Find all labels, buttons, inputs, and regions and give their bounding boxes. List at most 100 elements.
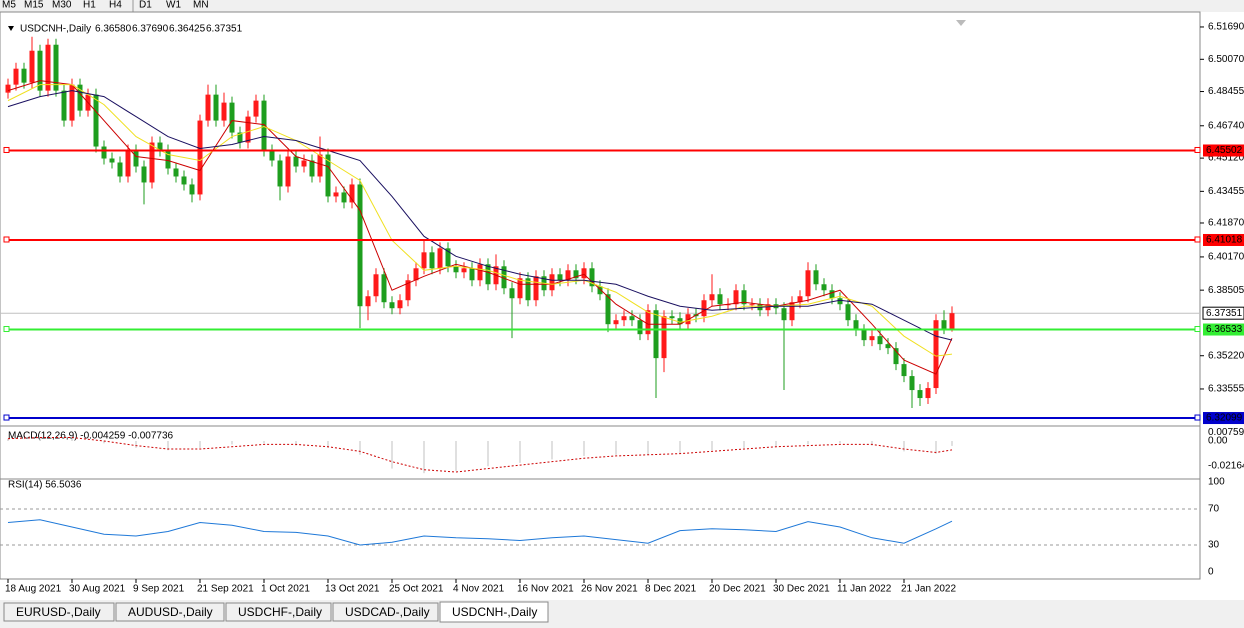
macd-bar [647, 440, 649, 455]
tab-label[interactable]: EURUSD-,Daily [16, 605, 101, 619]
macd-bar [263, 440, 265, 444]
candle-body [661, 316, 667, 359]
y-tick-label: 0.00 [1208, 436, 1228, 447]
x-tick-label: 20 Dec 2021 [709, 584, 766, 595]
macd-bar [743, 440, 745, 448]
candle-body [613, 320, 619, 325]
y-tick-label: 6.46740 [1208, 120, 1244, 131]
tab[interactable] [3, 602, 115, 622]
chart-frame [0, 11, 1201, 580]
level-price-box [1203, 412, 1244, 425]
macd-bar [951, 440, 953, 446]
candle-body [405, 280, 411, 301]
candle-body [517, 278, 523, 299]
candle-body [421, 252, 427, 269]
macd-bar [871, 440, 873, 446]
candle-body [813, 270, 819, 285]
moving-average [7, 90, 953, 341]
timeframe-button[interactable]: D1 [139, 0, 152, 11]
macd-bar [135, 440, 137, 448]
candle-body [141, 166, 147, 183]
candle-body [533, 276, 539, 301]
candle-body [581, 268, 587, 279]
candle-body [597, 286, 603, 295]
candle-body [349, 184, 355, 203]
candle-body [741, 290, 747, 305]
timeframe-button[interactable]: M15 [24, 0, 44, 11]
timeframe-button[interactable]: W1 [166, 0, 181, 11]
candle-body [589, 268, 595, 287]
candle-body [261, 100, 267, 151]
level-price-box [1203, 323, 1244, 336]
x-tick-label: 26 Nov 2021 [581, 584, 638, 595]
candle-body [501, 266, 507, 289]
level-handle [3, 326, 10, 333]
x-tick-label: 11 Jan 2022 [837, 584, 892, 595]
candle-body [253, 100, 259, 117]
tab-label[interactable]: USDCNH-,Daily [452, 605, 537, 619]
timeframe-button[interactable]: M5 [2, 0, 16, 11]
candle-body [21, 68, 27, 83]
candle-body [949, 313, 955, 329]
x-tick-label: 1 Oct 2021 [261, 584, 310, 595]
macd-bar [167, 440, 169, 451]
macd-bar [583, 440, 585, 456]
x-tick-label: 9 Sep 2021 [133, 584, 185, 595]
candle-body [829, 290, 835, 299]
tab[interactable] [115, 602, 225, 622]
timeframe-button[interactable]: H1 [83, 0, 96, 11]
tab-label[interactable]: AUDUSD-,Daily [128, 605, 213, 619]
candle-body [133, 150, 139, 167]
candle-body [61, 90, 67, 121]
timeframe-button[interactable]: MN [193, 0, 209, 11]
candle-body [469, 268, 475, 281]
x-tick-label: 13 Oct 2021 [325, 584, 380, 595]
candle-body [109, 158, 115, 163]
timeframe-button[interactable]: M30 [52, 0, 72, 11]
candle-body [53, 44, 59, 91]
macd-bar [103, 440, 105, 444]
macd-bar [679, 440, 681, 454]
candle-body [165, 150, 171, 169]
y-tick-label: 6.45120 [1208, 153, 1244, 164]
macd-bar [519, 440, 521, 463]
candle-body [861, 330, 867, 341]
tab[interactable] [225, 602, 332, 622]
candle-body [821, 284, 827, 291]
candle-body [525, 278, 531, 301]
ohlc-label: 6.36580 [95, 24, 132, 35]
candle-body [933, 320, 939, 389]
y-tick-label: 30 [1208, 540, 1220, 551]
symbol-arrow [8, 26, 14, 31]
candle-body [885, 344, 891, 349]
macd-bar [7, 438, 9, 441]
macd-bar [231, 440, 233, 445]
x-tick-label: 8 Dec 2021 [645, 584, 697, 595]
candle-body [69, 84, 75, 121]
level-handle [3, 236, 10, 243]
tab-label[interactable]: USDCHF-,Daily [238, 605, 322, 619]
macd-bar [903, 440, 905, 452]
candle-body [709, 294, 715, 301]
candle-body [925, 388, 931, 399]
tab[interactable] [332, 602, 439, 622]
tab[interactable] [439, 601, 549, 623]
candle-body [573, 270, 579, 279]
y-tick-label: 6.43455 [1208, 186, 1244, 197]
macd-bar [423, 440, 425, 474]
tab-label[interactable]: USDCAD-,Daily [345, 605, 430, 619]
candle-body [173, 168, 179, 177]
moving-average [7, 84, 953, 357]
y-tick-label: 6.41870 [1208, 218, 1244, 229]
x-tick-label: 21 Jan 2022 [901, 584, 956, 595]
macd-bar [455, 440, 457, 471]
macd-bar [487, 440, 489, 467]
candle-body [893, 348, 899, 365]
level-price-label: 6.32099 [1206, 413, 1243, 424]
candle-body [845, 304, 851, 321]
candle-body [909, 376, 915, 391]
timeframe-button[interactable]: H4 [109, 0, 122, 11]
candle-body [277, 160, 283, 187]
candle-body [237, 132, 243, 143]
candle-body [381, 274, 387, 303]
